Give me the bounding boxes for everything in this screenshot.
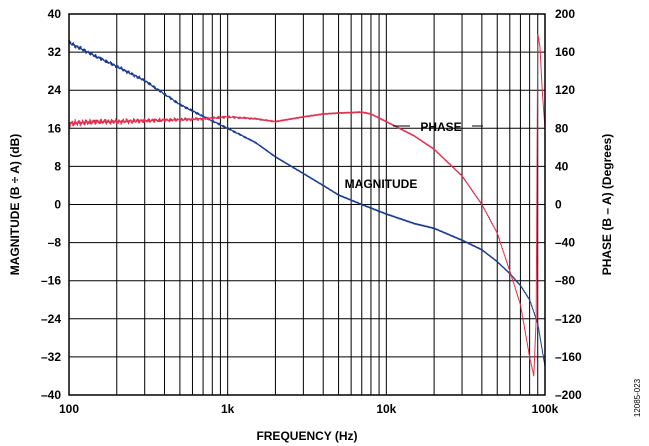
right-y-tick-label: 80 bbox=[555, 121, 569, 135]
right-y-tick-label: –200 bbox=[555, 388, 582, 402]
right-y-tick-label: 40 bbox=[555, 159, 569, 173]
left-y-tick-label: –8 bbox=[48, 236, 62, 250]
series-line-magnitude bbox=[68, 40, 546, 367]
figure-id: 12085-023 bbox=[633, 378, 642, 417]
right-y-tick-label: –120 bbox=[555, 312, 582, 326]
series-line-phase bbox=[68, 33, 546, 377]
left-y-tick-label: 16 bbox=[48, 121, 62, 135]
x-tick-label: 10k bbox=[376, 402, 396, 416]
left-y-tick-label: –16 bbox=[41, 274, 61, 288]
left-y-axis-title: MAGNITUDE (B ÷ A) (dB) bbox=[8, 134, 22, 275]
x-tick-label: 100k bbox=[532, 402, 559, 416]
left-y-tick-label: –24 bbox=[41, 312, 61, 326]
x-tick-label: 100 bbox=[59, 402, 79, 416]
right-y-axis-title: PHASE (B – A) (Degrees) bbox=[600, 134, 614, 276]
grid-lines bbox=[69, 14, 545, 395]
x-tick-label: 1k bbox=[221, 402, 235, 416]
left-y-tick-label: 8 bbox=[54, 159, 61, 173]
magnitude-series-label: MAGNITUDE bbox=[345, 177, 418, 191]
x-axis-title: FREQUENCY (Hz) bbox=[256, 429, 357, 443]
right-y-tick-label: –40 bbox=[555, 236, 575, 250]
right-y-tick-label: 200 bbox=[555, 7, 575, 21]
right-y-tick-label: 0 bbox=[555, 198, 562, 212]
right-y-tick-label: –160 bbox=[555, 350, 582, 364]
left-y-tick-label: –40 bbox=[41, 388, 61, 402]
left-y-tick-label: –32 bbox=[41, 350, 61, 364]
left-y-tick-label: 32 bbox=[48, 45, 62, 59]
plot-frame bbox=[68, 13, 546, 396]
tick-labels: 100 1k 10k 100k4032241680–8–16–24–32–402001… bbox=[41, 7, 582, 416]
right-y-tick-label: –80 bbox=[555, 274, 575, 288]
right-y-tick-label: 160 bbox=[555, 45, 575, 59]
left-y-tick-label: 40 bbox=[48, 7, 62, 21]
right-y-tick-label: 120 bbox=[555, 83, 575, 97]
phase-series-label: PHASE bbox=[420, 120, 461, 134]
series-layer bbox=[68, 33, 546, 377]
left-y-tick-label: 0 bbox=[54, 198, 61, 212]
left-y-tick-label: 24 bbox=[48, 83, 62, 97]
